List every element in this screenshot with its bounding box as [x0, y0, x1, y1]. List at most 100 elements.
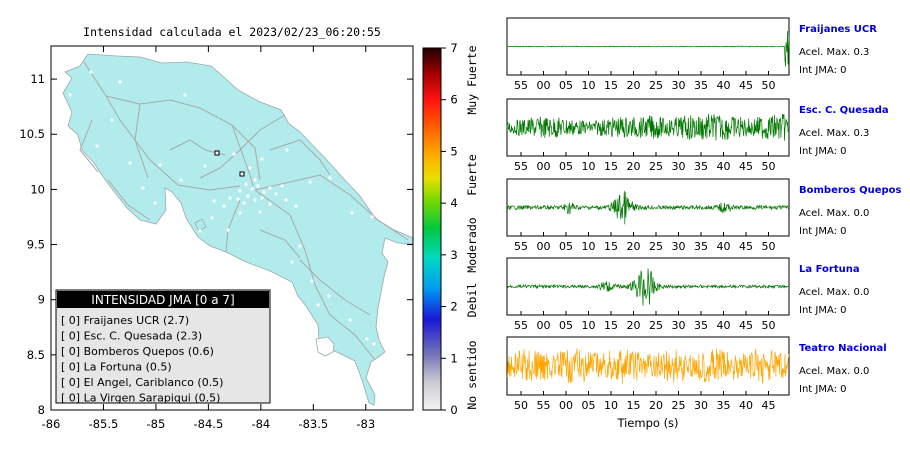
waveform-tick-label: 45: [739, 240, 753, 253]
land-costa-rica: [62, 53, 414, 406]
waveform-tick-label: 45: [762, 399, 776, 412]
waveform-tick-label: 55: [514, 79, 528, 92]
waveform-tick-label: 30: [672, 240, 686, 253]
waveform-tick-label: 20: [627, 319, 641, 332]
colorbar-tick-label: 3: [450, 248, 457, 262]
colorbar-gradient: [422, 47, 442, 411]
waveform-tick-label: 05: [559, 319, 573, 332]
int-jma: Int JMA: 0: [799, 146, 847, 157]
station-name: Fraijanes UCR: [799, 24, 877, 35]
waveform-panel: 50 55 00 05 10 15 20 25 30 35 40 45 Teatro Nacional A…: [506, 336, 887, 412]
waveform-tick-label: 20: [627, 160, 641, 173]
waveform-tick-label: 15: [627, 399, 641, 412]
x-axis-label: Tiempo (s): [616, 416, 678, 430]
legend-item: [ 0] El Angel, Cariblanco (0.5): [61, 376, 223, 389]
waveform-tick-label: 45: [739, 319, 753, 332]
waveform-tick-label: 00: [537, 160, 551, 173]
colorbar-tick-label: 5: [450, 144, 457, 158]
waveform-tick-label: 30: [672, 160, 686, 173]
colorbar-tick-label: 6: [450, 93, 457, 107]
waveform-tick-label: 35: [717, 399, 731, 412]
waveform-tick-label: 05: [582, 399, 596, 412]
waveform-tick-label: 35: [694, 160, 708, 173]
waveform-trace: [507, 30, 790, 67]
legend-title: INTENSIDAD JMA [0 a 7]: [91, 293, 234, 307]
acel-max: Acel. Max. 0.3: [799, 128, 869, 139]
waveform-panel: 55 00 05 10 15 20 25 30 35 40 45 50 Bomberos Quepos A…: [506, 178, 902, 253]
colorbar-label: No sentido: [465, 340, 479, 409]
int-jma: Int JMA: 0: [799, 384, 847, 395]
map-x-tick-label: -83.5: [298, 417, 328, 431]
legend-item: [ 0] Bomberos Quepos (0.6): [61, 345, 214, 358]
colorbar-label: Moderado: [465, 217, 479, 272]
acel-max: Acel. Max. 0.0: [799, 366, 869, 377]
waveform-tick-label: 10: [582, 160, 596, 173]
waveform-tick-label: 20: [649, 399, 663, 412]
map-x-tick-label: -85: [147, 417, 166, 431]
acel-max: Acel. Max. 0.0: [799, 208, 869, 219]
map-x-tick-label: -85.5: [89, 417, 119, 431]
waveform-tick-label: 40: [717, 319, 731, 332]
station-dots: [68, 70, 378, 392]
waveform-tick-label: 40: [739, 399, 753, 412]
waveform-tick-label: 05: [559, 240, 573, 253]
map-x-tick-label: -84.5: [194, 417, 224, 431]
waveform-tick-label: 05: [559, 79, 573, 92]
waveform-tick-label: 40: [717, 79, 731, 92]
waveform-trace: [506, 348, 790, 384]
map-x-tick-label: -83: [356, 417, 375, 431]
waveform-tick-label: 35: [694, 240, 708, 253]
roads: [79, 61, 409, 361]
colorbar-tick-label: 1: [450, 351, 457, 365]
waveform-tick-label: 15: [604, 160, 618, 173]
colorbar-tick-label: 7: [450, 41, 457, 55]
waveform-tick-label: 35: [694, 319, 708, 332]
waveform-trace: [506, 268, 790, 306]
colorbar-tick-label: 4: [450, 196, 457, 210]
acel-max: Acel. Max. 0.0: [799, 287, 869, 298]
waveform-tick-label: 50: [762, 240, 776, 253]
waveform-panels: 55 00 05 10 15 20 25 30 35 40 45 50 Fraijanes UCR Ace…: [506, 17, 902, 412]
waveform-tick-label: 00: [559, 399, 573, 412]
colorbar-label: Fuerte: [465, 154, 479, 196]
map-x-tick-label: -84: [251, 417, 270, 431]
waveform-tick-label: 10: [582, 240, 596, 253]
station-name: La Fortuna: [799, 264, 860, 275]
waveform-tick-label: 35: [694, 79, 708, 92]
waveform-tick-label: 40: [717, 160, 731, 173]
highlight-station-fraijanes: [239, 171, 245, 177]
waveform-trace: [506, 190, 790, 225]
waveform-tick-label: 00: [537, 240, 551, 253]
waveform-trace: [506, 113, 790, 141]
legend-item: [ 0] La Fortuna (0.5): [61, 361, 172, 374]
waveform-tick-label: 20: [627, 240, 641, 253]
map-y-tick-label: 9.5: [27, 238, 45, 252]
waveform-tick-label: 30: [672, 79, 686, 92]
map-y-tick-label: 11: [30, 72, 45, 86]
waveform-tick-label: 30: [672, 319, 686, 332]
waveform-tick-label: 15: [604, 79, 618, 92]
waveform-tick-label: 55: [514, 319, 528, 332]
waveform-tick-label: 15: [604, 319, 618, 332]
map-y-tick-label: 10.5: [19, 127, 45, 141]
waveform-tick-label: 00: [537, 319, 551, 332]
waveform-tick-label: 10: [604, 399, 618, 412]
waveform-tick-label: 05: [559, 160, 573, 173]
waveform-tick-label: 20: [627, 79, 641, 92]
legend: INTENSIDAD JMA [0 a 7] [ 0] Fraijanes UC…: [55, 289, 271, 405]
int-jma: Int JMA: 0: [799, 305, 847, 316]
highlight-station-quesada: [214, 150, 220, 156]
waveform-tick-label: 10: [582, 319, 596, 332]
waveform-tick-label: 25: [649, 160, 663, 173]
colorbar-tick-label: 2: [450, 300, 457, 314]
colorbar-label: Debil: [465, 283, 479, 318]
legend-box: [55, 289, 271, 404]
waveform-tick-label: 50: [762, 160, 776, 173]
nicoya-gulf-islands: [194, 218, 207, 232]
waveform-tick-label: 40: [717, 240, 731, 253]
map-y-tick-label: 8: [38, 403, 45, 417]
station-name: Esc. C. Quesada: [799, 105, 889, 116]
legend-item: [ 0] Esc. C. Quesada (2.3): [61, 330, 202, 343]
waveform-tick-label: 25: [649, 240, 663, 253]
